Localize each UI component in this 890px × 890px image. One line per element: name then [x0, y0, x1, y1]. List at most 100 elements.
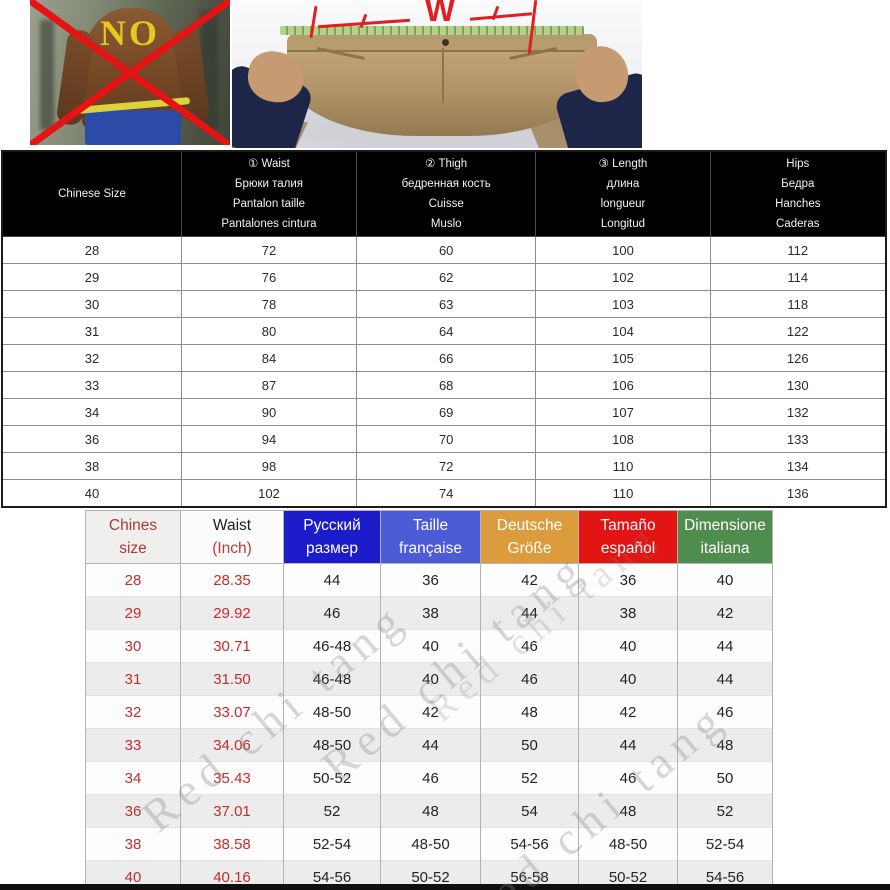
table-row: 31 80 64 104 122	[1, 317, 887, 345]
table-row: 29 29.92 46 38 44 38 42	[85, 596, 773, 630]
blue-shorts-shape	[85, 110, 181, 145]
khaki-pants-shape	[287, 34, 597, 136]
column-header: ① Waist Брюки талия Pantalon taille Pantalo…	[180, 150, 357, 237]
table-cell: 44	[480, 596, 579, 630]
table-cell: 78	[180, 290, 357, 318]
column-header: Chinese Size	[1, 150, 182, 237]
table-cell: 54-56	[480, 827, 579, 861]
table-cell: 42	[677, 596, 773, 630]
table-cell: 28	[1, 236, 182, 264]
table-cell: 34	[85, 761, 181, 795]
table-row: 34 90 69 107 132	[1, 398, 887, 426]
table-cell: 114	[709, 263, 887, 291]
table-cell: 134	[709, 452, 887, 480]
table-cell: 30.71	[180, 629, 284, 663]
table-cell: 50	[677, 761, 773, 795]
table-cell: 29	[1, 263, 182, 291]
column-header: Русский размер	[283, 510, 381, 564]
table-cell: 72	[355, 452, 537, 480]
table-row: 30 30.71 46-48 40 46 40 44	[85, 629, 773, 663]
table-cell: 29.92	[180, 596, 284, 630]
table-row: 40 102 74 110 136	[1, 479, 887, 508]
table-cell: 66	[355, 344, 537, 372]
table-cell: 44	[677, 629, 773, 663]
table-cell: 32	[1, 344, 182, 372]
table-cell: 36	[578, 563, 678, 597]
table-cell: 36	[380, 563, 481, 597]
table-cell: 34	[1, 398, 182, 426]
table-cell: 110	[535, 452, 711, 480]
table-cell: 94	[180, 425, 357, 453]
table-cell: 52-54	[283, 827, 381, 861]
table-cell: 103	[535, 290, 711, 318]
table-cell: 48-50	[380, 827, 481, 861]
table-cell: 46	[480, 662, 579, 696]
table-cell: 46	[380, 761, 481, 795]
column-header: Chines size	[85, 510, 181, 564]
table-cell: 107	[535, 398, 711, 426]
button-shape	[442, 39, 449, 46]
table-cell: 37.01	[180, 794, 284, 828]
table-cell: 40	[1, 479, 182, 508]
table-cell: 50	[480, 728, 579, 762]
gym-equipment-shape	[40, 20, 54, 130]
table-cell: 32	[85, 695, 181, 729]
table-cell: 44	[283, 563, 381, 597]
column-header: Taille française	[380, 510, 481, 564]
table-row: 33 34.06 48-50 44 50 44 48	[85, 728, 773, 762]
table-cell: 38	[1, 452, 182, 480]
table-cell: 46	[677, 695, 773, 729]
table-cell: 46	[578, 761, 678, 795]
table-cell: 52	[480, 761, 579, 795]
table-row: 38 38.58 52-54 48-50 54-56 48-50 52-54	[85, 827, 773, 861]
column-header: ② Thigh бедренная кость Cuisse Muslo	[355, 150, 537, 237]
table-cell: 133	[709, 425, 887, 453]
table-cell: 52	[283, 794, 381, 828]
table-cell: 52-54	[677, 827, 773, 861]
table-cell: 102	[180, 479, 357, 508]
table-cell: 40	[578, 662, 678, 696]
table-cell: 90	[180, 398, 357, 426]
table-cell: 38	[380, 596, 481, 630]
table-cell: 28	[85, 563, 181, 597]
table-cell: 122	[709, 317, 887, 345]
table-cell: 33.07	[180, 695, 284, 729]
table-row: 30 78 63 103 118	[1, 290, 887, 318]
size-table-cm: Chinese Size ① Waist Брюки талия Pantalon t…	[1, 150, 887, 508]
table-cell: 48-50	[578, 827, 678, 861]
tape-measure-shape	[280, 26, 584, 35]
table-cell: 118	[709, 290, 887, 318]
table-cell: 100	[535, 236, 711, 264]
table-cell: 102	[535, 263, 711, 291]
table-cell: 40	[677, 563, 773, 597]
table-cell: 76	[180, 263, 357, 291]
intl-table-header-row: Chines size Waist (Inch) Русский размер Taille…	[85, 510, 773, 564]
table-row: 34 35.43 50-52 46 52 46 50	[85, 761, 773, 795]
table-cell: 35.43	[180, 761, 284, 795]
wrong-method-photo: NO	[30, 0, 230, 145]
column-header: Hips Бедра Hanches Caderas	[709, 150, 887, 237]
table-row: 28 72 60 100 112	[1, 236, 887, 264]
table-cell: 34.06	[180, 728, 284, 762]
table-cell: 42	[480, 563, 579, 597]
table-cell: 84	[180, 344, 357, 372]
table-cell: 44	[578, 728, 678, 762]
table-cell: 48	[578, 794, 678, 828]
dimension-line	[469, 12, 533, 21]
table-cell: 104	[535, 317, 711, 345]
table-cell: 110	[535, 479, 711, 508]
table-row: 29 76 62 102 114	[1, 263, 887, 291]
column-header: Deutsche Größe	[480, 510, 579, 564]
table-row: 32 33.07 48-50 42 48 42 46	[85, 695, 773, 729]
no-label: NO	[100, 13, 160, 53]
table-cell: 33	[1, 371, 182, 399]
table-cell: 33	[85, 728, 181, 762]
table-cell: 80	[180, 317, 357, 345]
table-cell: 40	[380, 629, 481, 663]
table-cell: 62	[355, 263, 537, 291]
table-cell: 126	[709, 344, 887, 372]
table-cell: 30	[85, 629, 181, 663]
table-cell: 48	[480, 695, 579, 729]
table-cell: 48	[380, 794, 481, 828]
table-cell: 38	[578, 596, 678, 630]
